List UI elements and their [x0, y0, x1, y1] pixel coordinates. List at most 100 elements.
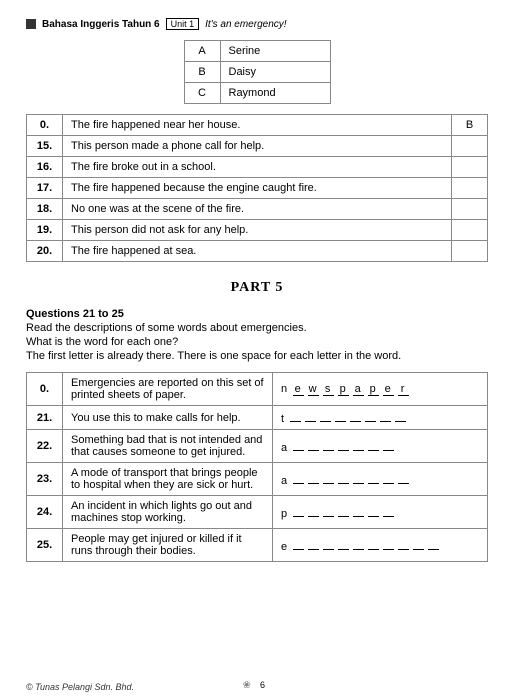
question-text: The fire happened near her house.: [63, 115, 452, 136]
blank-slot: [293, 439, 304, 451]
blank-slot: [338, 505, 349, 517]
blank-slot: [353, 439, 364, 451]
question-number: 18.: [27, 199, 63, 220]
blank-slot: [293, 505, 304, 517]
letter-slot: w: [308, 383, 319, 396]
page: Bahasa Inggeris Tahun 6 Unit 1 It's an e…: [0, 0, 514, 700]
word-answer: p: [273, 496, 488, 529]
question-range: Questions 21 to 25: [26, 308, 488, 320]
blank-slot: [293, 538, 304, 550]
question-number: 0.: [27, 115, 63, 136]
blank-slot: [368, 439, 379, 451]
question-number: 21.: [27, 406, 63, 430]
letter-slot: e: [293, 383, 304, 396]
blank-slot: [383, 538, 394, 550]
question-text: This person did not ask for any help.: [63, 220, 452, 241]
blank-slot: [383, 439, 394, 451]
leaf-icon: ❀: [243, 680, 251, 691]
book-title: Bahasa Inggeris Tahun 6: [42, 19, 160, 30]
table-row: 22.Something bad that is not intended an…: [27, 430, 488, 463]
blank-slot: [350, 410, 361, 422]
blank-slot: [353, 505, 364, 517]
question-text: No one was at the scene of the fire.: [63, 199, 452, 220]
blank-slot: [383, 505, 394, 517]
blank-slot: [338, 472, 349, 484]
blank-slot: [383, 472, 394, 484]
blank-slot: [413, 538, 424, 550]
table-row: BDaisy: [184, 62, 330, 83]
blank-slot: [305, 410, 316, 422]
blank-slot: [338, 439, 349, 451]
blank-slot: [308, 439, 319, 451]
answer-cell: [452, 220, 488, 241]
key-letter: B: [184, 62, 220, 83]
key-name: Serine: [220, 41, 330, 62]
chapter-title: It's an emergency!: [205, 19, 286, 30]
blank-slot: [398, 538, 409, 550]
blank-slot: [368, 538, 379, 550]
table-row: 23.A mode of transport that brings peopl…: [27, 463, 488, 496]
unit-label: Unit 1: [166, 18, 200, 30]
answer-key-table: ASerineBDaisyCRaymond: [184, 40, 331, 104]
blank-slot: [398, 472, 409, 484]
word-description: An incident in which lights go out and m…: [63, 496, 273, 529]
blank-slot: [353, 538, 364, 550]
question-number: 24.: [27, 496, 63, 529]
word-answer: t: [273, 406, 488, 430]
page-header: Bahasa Inggeris Tahun 6 Unit 1 It's an e…: [26, 18, 488, 30]
answer-cell: [452, 178, 488, 199]
table-row: 16.The fire broke out in a school.: [27, 157, 488, 178]
blank-slot: [368, 472, 379, 484]
key-letter: A: [184, 41, 220, 62]
letter-slot: p: [368, 383, 379, 396]
table-row: 17.The fire happened because the engine …: [27, 178, 488, 199]
word-description: People may get injured or killed if it r…: [63, 529, 273, 562]
blank-slot: [428, 538, 439, 550]
question-number: 19.: [27, 220, 63, 241]
answer-cell: [452, 136, 488, 157]
key-letter: C: [184, 83, 220, 104]
question-number: 16.: [27, 157, 63, 178]
blank-slot: [368, 505, 379, 517]
answer-cell: [452, 241, 488, 262]
blank-slot: [323, 439, 334, 451]
word-answer: e: [273, 529, 488, 562]
blank-slot: [395, 410, 406, 422]
page-number-wrap: ❀ 6: [26, 680, 488, 694]
blank-slot: [323, 472, 334, 484]
blank-slot: [338, 538, 349, 550]
table-row: 24.An incident in which lights go out an…: [27, 496, 488, 529]
answer-cell: [452, 199, 488, 220]
blank-slot: [335, 410, 346, 422]
answer-cell: [452, 157, 488, 178]
blank-slot: [365, 410, 376, 422]
instruction-line: What is the word for each one?: [26, 336, 488, 348]
letter-slot: e: [383, 383, 394, 396]
word-answer: a: [273, 430, 488, 463]
question-number: 22.: [27, 430, 63, 463]
word-description: Something bad that is not intended and t…: [63, 430, 273, 463]
part-title: PART 5: [26, 280, 488, 296]
blank-slot: [293, 472, 304, 484]
question-text: This person made a phone call for help.: [63, 136, 452, 157]
table-row: ASerine: [184, 41, 330, 62]
table-row: 18.No one was at the scene of the fire.: [27, 199, 488, 220]
letter-slot: r: [398, 383, 409, 396]
word-description: You use this to make calls for help.: [63, 406, 273, 430]
key-name: Raymond: [220, 83, 330, 104]
question-number: 17.: [27, 178, 63, 199]
question-number: 25.: [27, 529, 63, 562]
letter-slot: a: [353, 383, 364, 396]
question-number: 23.: [27, 463, 63, 496]
blank-slot: [308, 538, 319, 550]
question-text: The fire happened because the engine cau…: [63, 178, 452, 199]
table-row: 25.People may get injured or killed if i…: [27, 529, 488, 562]
blank-slot: [323, 538, 334, 550]
page-footer: © Tunas Pelangi Sdn. Bhd. ❀ 6: [26, 682, 488, 692]
blank-slot: [353, 472, 364, 484]
table-row: 20.The fire happened at sea.: [27, 241, 488, 262]
table-row: CRaymond: [184, 83, 330, 104]
blank-slot: [323, 505, 334, 517]
key-name: Daisy: [220, 62, 330, 83]
instruction-line: The first letter is already there. There…: [26, 350, 488, 362]
